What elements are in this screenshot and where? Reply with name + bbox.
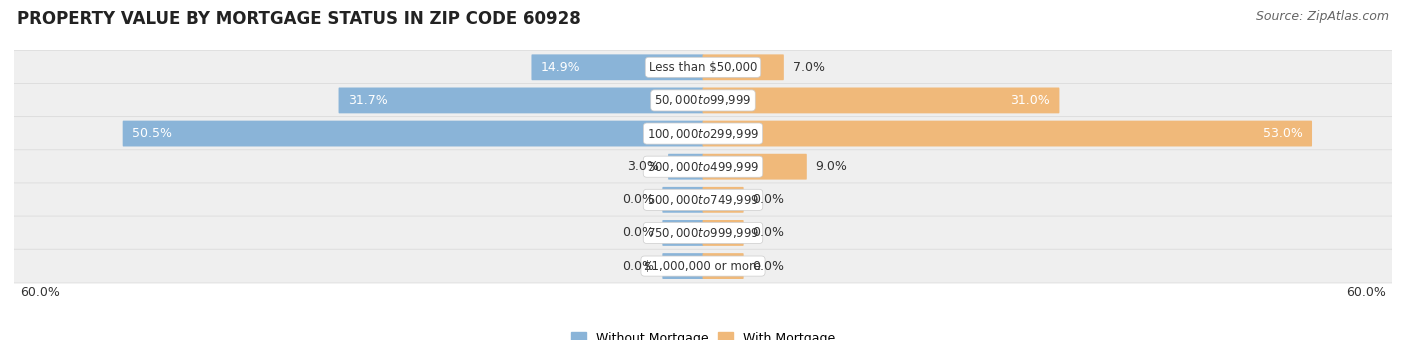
FancyBboxPatch shape [14, 183, 1392, 217]
FancyBboxPatch shape [703, 154, 807, 180]
Text: 3.0%: 3.0% [627, 160, 659, 173]
Text: 7.0%: 7.0% [793, 61, 824, 74]
FancyBboxPatch shape [703, 187, 744, 213]
FancyBboxPatch shape [668, 154, 703, 180]
Text: 0.0%: 0.0% [621, 226, 654, 239]
FancyBboxPatch shape [531, 54, 703, 80]
FancyBboxPatch shape [662, 187, 703, 213]
FancyBboxPatch shape [703, 87, 1059, 113]
Text: 9.0%: 9.0% [815, 160, 848, 173]
Text: PROPERTY VALUE BY MORTGAGE STATUS IN ZIP CODE 60928: PROPERTY VALUE BY MORTGAGE STATUS IN ZIP… [17, 10, 581, 28]
Text: 53.0%: 53.0% [1263, 127, 1302, 140]
FancyBboxPatch shape [14, 50, 1392, 84]
FancyBboxPatch shape [339, 87, 703, 113]
Text: $300,000 to $499,999: $300,000 to $499,999 [647, 160, 759, 174]
Text: 14.9%: 14.9% [541, 61, 581, 74]
Text: 60.0%: 60.0% [1347, 286, 1386, 299]
Text: $750,000 to $999,999: $750,000 to $999,999 [647, 226, 759, 240]
FancyBboxPatch shape [14, 150, 1392, 184]
Text: 0.0%: 0.0% [752, 226, 785, 239]
Text: Less than $50,000: Less than $50,000 [648, 61, 758, 74]
Text: $100,000 to $299,999: $100,000 to $299,999 [647, 126, 759, 140]
FancyBboxPatch shape [14, 84, 1392, 117]
Text: 31.0%: 31.0% [1010, 94, 1050, 107]
Text: 0.0%: 0.0% [752, 193, 785, 206]
Text: 0.0%: 0.0% [621, 259, 654, 273]
Text: 31.7%: 31.7% [349, 94, 388, 107]
FancyBboxPatch shape [703, 121, 1312, 147]
Text: Source: ZipAtlas.com: Source: ZipAtlas.com [1256, 10, 1389, 23]
Text: $50,000 to $99,999: $50,000 to $99,999 [654, 94, 752, 107]
FancyBboxPatch shape [122, 121, 703, 147]
FancyBboxPatch shape [14, 216, 1392, 250]
Text: $1,000,000 or more: $1,000,000 or more [644, 259, 762, 273]
FancyBboxPatch shape [662, 253, 703, 279]
Text: 50.5%: 50.5% [132, 127, 173, 140]
FancyBboxPatch shape [703, 54, 783, 80]
Text: 0.0%: 0.0% [621, 193, 654, 206]
Text: 60.0%: 60.0% [20, 286, 59, 299]
Text: $500,000 to $749,999: $500,000 to $749,999 [647, 193, 759, 207]
FancyBboxPatch shape [662, 220, 703, 246]
Text: 0.0%: 0.0% [752, 259, 785, 273]
FancyBboxPatch shape [14, 117, 1392, 151]
FancyBboxPatch shape [703, 220, 744, 246]
FancyBboxPatch shape [14, 249, 1392, 283]
Legend: Without Mortgage, With Mortgage: Without Mortgage, With Mortgage [565, 327, 841, 340]
FancyBboxPatch shape [703, 253, 744, 279]
